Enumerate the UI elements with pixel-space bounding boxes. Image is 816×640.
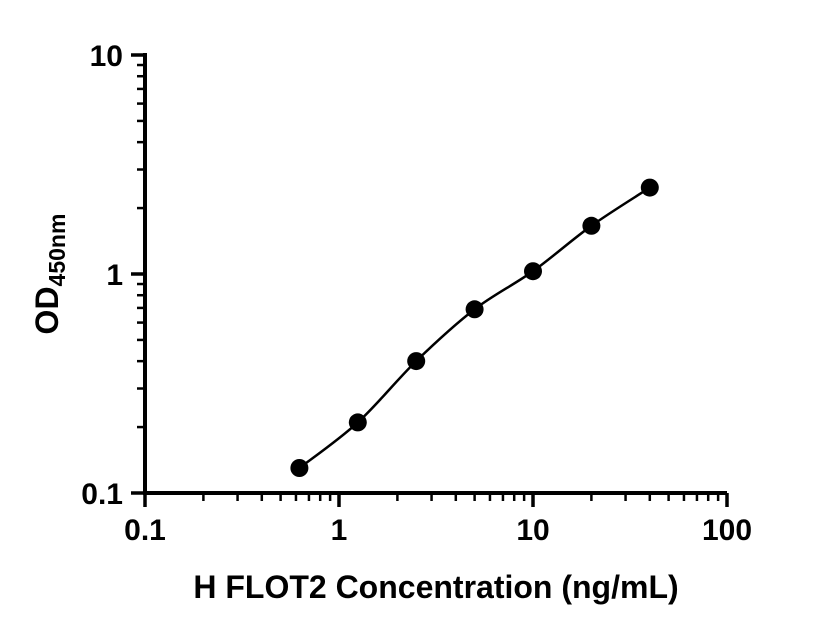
- y-tick-label: 1: [106, 259, 123, 292]
- data-point-marker: [640, 178, 659, 197]
- axis-spines: [143, 53, 727, 495]
- data-point-marker: [407, 352, 426, 371]
- x-tick-label: 100: [702, 514, 752, 547]
- tick-labels-group: 0.1 1 10 100 0.1 1 10: [81, 40, 752, 547]
- data-point-marker: [524, 262, 542, 281]
- x-tick-label: 1: [331, 514, 348, 547]
- y-tick-label: 10: [90, 40, 123, 73]
- data-points-group: [290, 178, 659, 477]
- data-point-marker: [582, 216, 601, 235]
- major-ticks-group: [131, 53, 729, 507]
- data-point-marker: [465, 300, 484, 319]
- data-point-marker: [348, 413, 367, 432]
- y-axis-title-main: OD: [29, 286, 65, 334]
- axis-spines-group: [143, 53, 727, 495]
- minor-ticks-group: [137, 63, 720, 501]
- y-tick-label: 0.1: [81, 478, 123, 511]
- data-point-marker: [290, 459, 309, 477]
- x-tick-label: 10: [516, 514, 549, 547]
- x-axis-title: H FLOT2 Concentration (ng/mL): [193, 569, 678, 605]
- y-axis-title-subscript: 450nm: [44, 214, 70, 287]
- y-axis-title: OD450nm: [29, 214, 70, 335]
- x-tick-label: 0.1: [124, 514, 166, 547]
